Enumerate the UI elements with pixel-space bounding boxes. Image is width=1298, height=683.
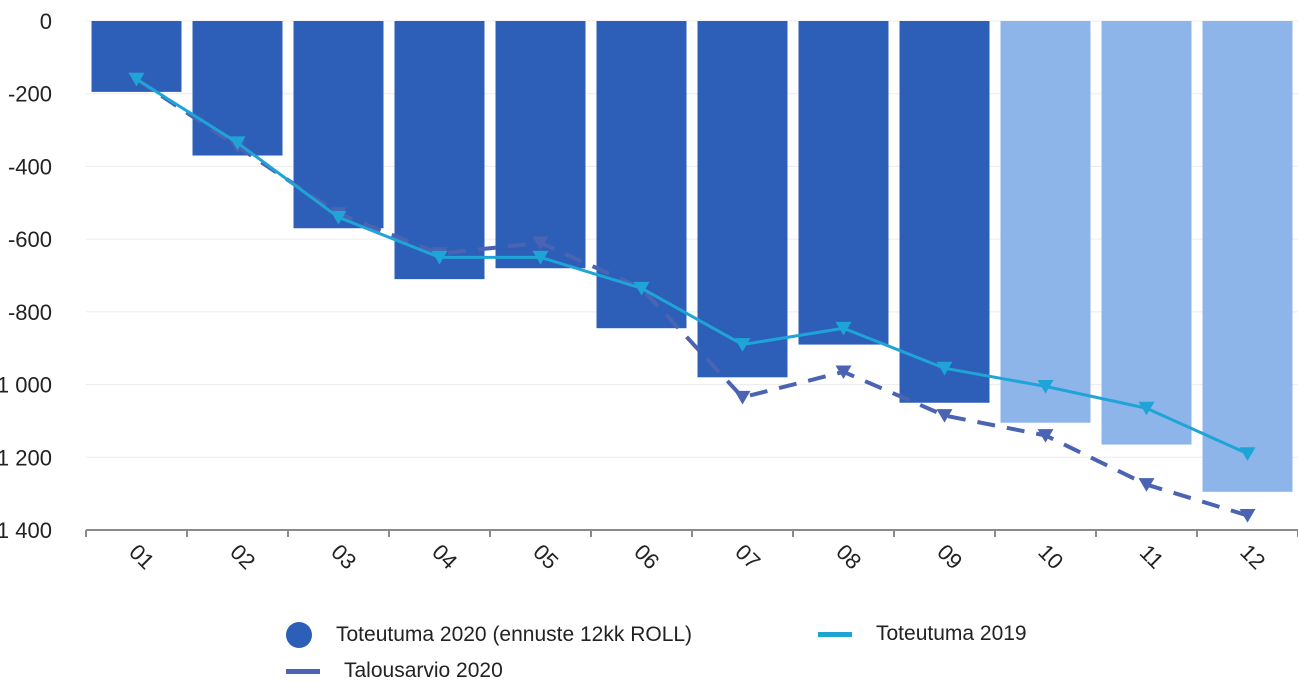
x-tick-label: 09 — [932, 539, 967, 574]
legend-label: Toteutuma 2020 (ennuste 12kk ROLL) — [336, 623, 693, 646]
bar — [798, 21, 889, 345]
bar — [293, 21, 384, 229]
x-tick-label: 07 — [730, 539, 765, 574]
point-marker — [229, 136, 246, 150]
legend-label: Toteutuma 2019 — [876, 622, 1027, 645]
legend-marker-line-icon — [286, 668, 320, 674]
y-tick-label: 0 — [40, 9, 52, 34]
point-marker — [1037, 429, 1054, 443]
y-tick-label: -400 — [8, 154, 52, 179]
x-tick-label: 06 — [629, 539, 664, 574]
x-axis-ticks — [85, 530, 1298, 537]
point-marker — [431, 250, 448, 265]
legend-label: Talousarvio 2020 — [344, 659, 503, 682]
point-marker — [633, 281, 650, 296]
point-marker — [532, 236, 549, 250]
x-tick-label: 02 — [225, 539, 260, 574]
legend-item-toteutuma-2020: Toteutuma 2020 (ennuste 12kk ROLL) — [286, 622, 692, 648]
legend-marker-line-icon — [818, 631, 852, 637]
point-marker — [734, 338, 751, 352]
point-marker — [835, 321, 852, 336]
point-marker — [835, 365, 852, 380]
point-marker — [128, 72, 145, 87]
bar — [192, 21, 283, 156]
x-tick-label: 05 — [528, 539, 563, 574]
point-marker — [330, 210, 347, 225]
bars — [91, 21, 1293, 492]
x-axis-labels: 01 02 03 04 05 06 07 08 09 10 11 12 — [124, 539, 1270, 574]
point-marker — [1239, 509, 1256, 523]
bar — [1000, 21, 1091, 423]
x-tick-label: 10 — [1033, 539, 1068, 574]
y-tick-label: -800 — [8, 300, 52, 325]
point-marker — [1138, 401, 1155, 416]
series-line — [135, 77, 1249, 518]
x-tick-label: 01 — [124, 539, 159, 574]
legend-item-toteutuma-2019: Toteutuma 2019 — [818, 622, 1027, 646]
bar — [1202, 21, 1293, 492]
x-tick-label: 11 — [1135, 540, 1169, 574]
bar — [1101, 21, 1192, 445]
series-line — [135, 77, 1249, 456]
bar — [697, 21, 788, 378]
point-marker — [936, 409, 953, 423]
y-tick-label: -1 000 — [0, 373, 52, 398]
point-marker — [532, 250, 549, 265]
point-marker — [734, 390, 751, 405]
x-tick-label: 08 — [831, 539, 866, 574]
point-marker — [1037, 379, 1054, 394]
y-tick-label: -1 200 — [0, 445, 52, 470]
y-tick-label: -200 — [8, 82, 52, 107]
point-marker — [1138, 478, 1155, 492]
bar — [899, 21, 990, 403]
y-axis-labels: 0 -200 -400 -600 -800 -1 000 -1 200 -1 400 — [0, 9, 52, 543]
x-tick-label: 03 — [326, 539, 361, 574]
bar — [495, 21, 586, 269]
point-marker — [936, 361, 953, 376]
bar — [394, 21, 485, 280]
point-marker — [1239, 447, 1256, 461]
y-tick-label: -600 — [8, 227, 52, 252]
bar — [596, 21, 687, 329]
actual-2019-line — [128, 72, 1256, 461]
legend-item-talousarvio-2020: Talousarvio 2020 — [286, 659, 503, 683]
legend-marker-circle-icon — [286, 622, 312, 648]
x-tick-label: 04 — [427, 539, 462, 574]
y-tick-label: -1 400 — [0, 518, 52, 543]
x-tick-label: 12 — [1235, 539, 1270, 574]
gridlines — [86, 20, 1298, 458]
